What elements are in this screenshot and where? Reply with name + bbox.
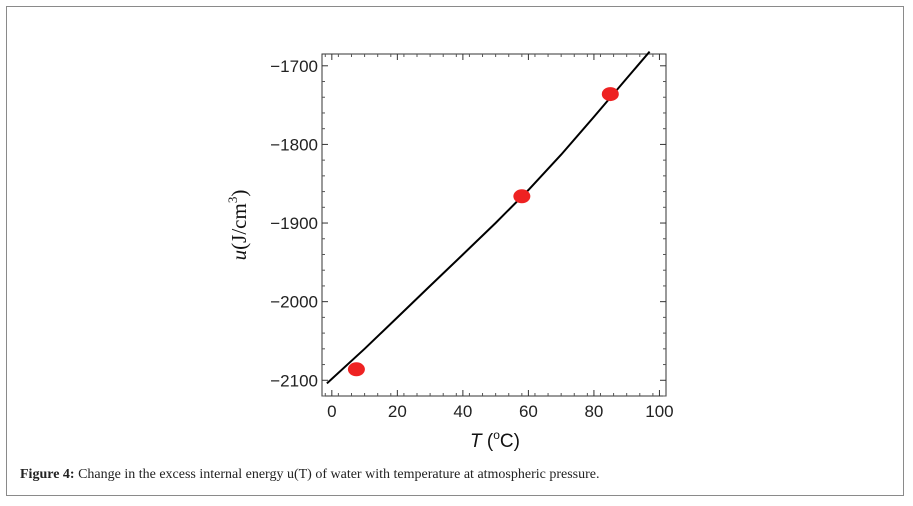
plot-frame	[321, 53, 667, 397]
y-tick-label: −1900	[270, 214, 318, 233]
x-tick-label: 0	[327, 402, 336, 421]
y-axis-label: u(J/cm3)	[225, 190, 251, 261]
y-tick-label: −2000	[270, 293, 318, 312]
x-tick-label: 80	[584, 402, 603, 421]
figure-frame	[6, 6, 904, 496]
y-tick-label: −1700	[270, 57, 318, 76]
data-point	[513, 189, 531, 204]
svg-text:u(J/cm3): u(J/cm3)	[225, 190, 251, 261]
data-point	[347, 362, 365, 377]
x-tick-label: 100	[645, 402, 673, 421]
data-point	[601, 87, 619, 102]
y-tick-label: −2100	[270, 371, 318, 390]
x-axis-label: T (oC)	[470, 428, 520, 452]
caption-label: Figure 4:	[20, 467, 75, 482]
y-tick-label: −1800	[270, 135, 318, 154]
x-tick-label: 40	[453, 402, 472, 421]
x-tick-label: 60	[519, 402, 538, 421]
caption-text: Change in the excess internal energy u(T…	[74, 467, 600, 482]
figure-caption: Figure 4: Change in the excess internal …	[20, 467, 880, 483]
x-tick-label: 20	[388, 402, 407, 421]
fit-curve	[326, 50, 651, 385]
